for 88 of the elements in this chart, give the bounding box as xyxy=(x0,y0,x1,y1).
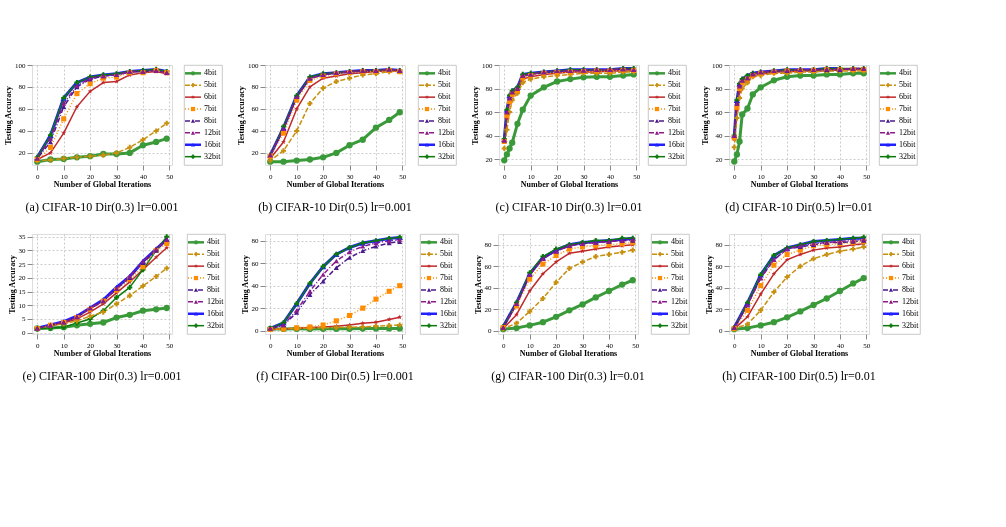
x-axis-title: Number of Global Iterations xyxy=(53,348,152,358)
legend-label: 12bit xyxy=(204,127,222,137)
legend-label: 7bit xyxy=(204,104,218,114)
legend-label: 32bit xyxy=(902,320,920,330)
legend-label: 6bit xyxy=(204,92,218,102)
y-axis-title: Testing Accuracy xyxy=(4,86,13,145)
legend-label: 16bit xyxy=(668,139,686,149)
legend-label: 12bit xyxy=(668,127,686,137)
legend-label: 12bit xyxy=(671,296,689,306)
legend-label: 16bit xyxy=(438,139,456,149)
legend-label: 4bit xyxy=(668,68,682,78)
text: (d) CIFAR-10 Dir(0.5) lr=0.01 xyxy=(725,200,873,214)
legend-label: 32bit xyxy=(440,320,458,330)
legend-label: 12bit xyxy=(899,127,917,137)
legend-label: 4bit xyxy=(204,68,218,78)
legend-label: 4bit xyxy=(671,237,685,247)
y-axis-title: Testing Accuracy xyxy=(237,86,246,145)
legend-label: 32bit xyxy=(668,151,686,161)
legend-label: 16bit xyxy=(440,308,458,318)
legend-label: 12bit xyxy=(438,127,456,137)
legend-label: 7bit xyxy=(668,104,682,114)
legend-label: 32bit xyxy=(207,320,225,330)
legend-label: 5bit xyxy=(899,80,913,90)
legend-label: 8bit xyxy=(207,284,221,294)
legend-label: 8bit xyxy=(899,115,913,125)
legend-label: 32bit xyxy=(438,151,456,161)
legend-label: 12bit xyxy=(902,296,920,306)
x-axis-title: Number of Global Iterations xyxy=(750,348,849,358)
legend-label: 16bit xyxy=(207,308,225,318)
legend-label: 4bit xyxy=(207,237,221,247)
legend-label: 6bit xyxy=(440,261,454,271)
text: (a) CIFAR-10 Dir(0.3) lr=0.001 xyxy=(25,200,179,214)
legend-label: 32bit xyxy=(204,151,222,161)
legend-label: 8bit xyxy=(902,284,916,294)
legend-label: 12bit xyxy=(440,296,458,306)
legend-label: 4bit xyxy=(902,237,916,247)
legend-label: 8bit xyxy=(440,284,454,294)
legend-label: 6bit xyxy=(671,261,685,271)
legend-label: 8bit xyxy=(671,284,685,294)
x-axis-title: Number of Global Iterations xyxy=(519,348,618,358)
legend-label: 8bit xyxy=(204,115,218,125)
y-axis-title: Testing Accuracy xyxy=(704,255,714,314)
text: (g) CIFAR-100 Dir(0.3) lr=0.01 xyxy=(491,369,645,383)
y-axis-title: Testing Accuracy xyxy=(701,86,710,145)
legend-label: 7bit xyxy=(207,273,221,283)
legend-label: 4bit xyxy=(899,68,913,78)
legend-label: 5bit xyxy=(671,249,685,259)
legend-label: 4bit xyxy=(438,68,452,78)
text: (c) CIFAR-10 Dir(0.3) lr=0.01 xyxy=(495,200,643,214)
legend-label: 7bit xyxy=(671,273,685,283)
x-axis-title: Number of Global Iterations xyxy=(520,179,619,189)
legend-label: 16bit xyxy=(902,308,920,318)
x-axis-title: Number of Global Iterations xyxy=(286,179,385,189)
x-axis-title: Number of Global Iterations xyxy=(286,348,385,358)
legend-label: 6bit xyxy=(438,92,452,102)
legend-label: 6bit xyxy=(902,261,916,271)
legend-label: 16bit xyxy=(671,308,689,318)
legend-label: 5bit xyxy=(902,249,916,259)
text: (b) CIFAR-10 Dir(0.5) lr=0.001 xyxy=(258,200,412,214)
legend-label: 5bit xyxy=(438,80,452,90)
legend-label: 5bit xyxy=(207,249,221,259)
legend-label: 5bit xyxy=(204,80,218,90)
legend-label: 6bit xyxy=(899,92,913,102)
legend-label: 8bit xyxy=(438,115,452,125)
legend-label: 6bit xyxy=(668,92,682,102)
legend-label: 16bit xyxy=(899,139,917,149)
x-axis-title: Number of Global Iterations xyxy=(53,179,152,189)
legend-label: 7bit xyxy=(899,104,913,114)
legend-label: 32bit xyxy=(899,151,917,161)
legend-label: 6bit xyxy=(207,261,221,271)
y-axis-title: Testing Accuracy xyxy=(473,255,483,314)
legend-label: 32bit xyxy=(671,320,689,330)
y-axis-title: Testing Accuracy xyxy=(240,255,250,314)
legend-label: 8bit xyxy=(668,115,682,125)
legend-label: 5bit xyxy=(440,249,454,259)
legend-label: 16bit xyxy=(204,139,222,149)
text: (f) CIFAR-100 Dir(0.5) lr=0.001 xyxy=(256,369,414,383)
x-axis-title: Number of Global Iterations xyxy=(750,179,849,189)
y-axis-title: Testing Accuracy xyxy=(7,255,17,314)
text: (e) CIFAR-100 Dir(0.3) lr=0.001 xyxy=(22,369,182,383)
legend-label: 7bit xyxy=(440,273,454,283)
legend-label: 7bit xyxy=(902,273,916,283)
legend-label: 12bit xyxy=(207,296,225,306)
y-axis-title: Testing Accuracy xyxy=(471,86,480,145)
legend-label: 5bit xyxy=(668,80,682,90)
legend-label: 4bit xyxy=(440,237,454,247)
legend-label: 7bit xyxy=(438,104,452,114)
text: (h) CIFAR-100 Dir(0.5) lr=0.01 xyxy=(722,369,876,383)
